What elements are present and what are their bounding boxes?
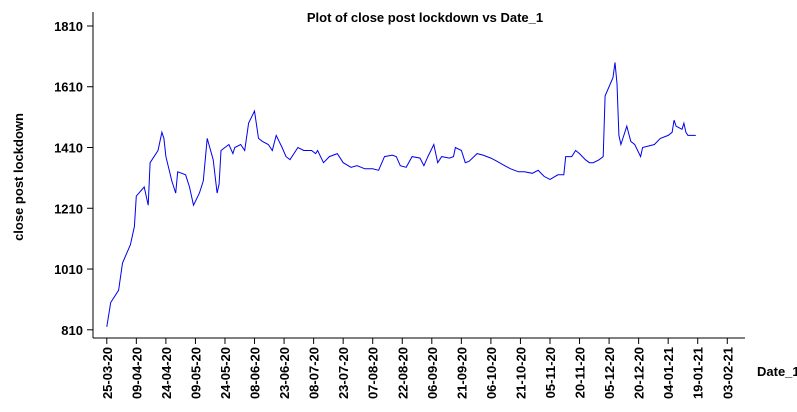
chart-title: Plot of close post lockdown vs Date_1 xyxy=(307,10,543,25)
x-tick-label: 08-07-20 xyxy=(307,347,322,399)
x-axis-label: Date_1 xyxy=(757,364,797,379)
y-tick-label: 1010 xyxy=(54,262,83,277)
x-tick-label: 06-10-20 xyxy=(484,347,499,399)
x-tick-label: 20-11-20 xyxy=(573,347,588,398)
x-tick-label: 24-05-20 xyxy=(218,347,233,399)
x-tick-label: 07-08-20 xyxy=(366,347,381,399)
x-tick-label: 19-01-21 xyxy=(691,347,706,399)
x-tick-label: 22-08-20 xyxy=(395,347,410,399)
y-tick-label: 1210 xyxy=(54,201,83,216)
x-tick-label: 09-05-20 xyxy=(188,347,203,399)
x-tick-label: 05-12-20 xyxy=(602,347,617,399)
y-tick-label: 1610 xyxy=(54,80,83,95)
data-line xyxy=(106,62,696,327)
x-tick-label: 04-01-21 xyxy=(661,347,676,399)
x-tick-label: 08-06-20 xyxy=(248,347,263,399)
x-tick-label: 21-10-20 xyxy=(513,347,528,399)
x-tick-label: 25-03-20 xyxy=(100,347,115,399)
y-tick-label: 1810 xyxy=(54,19,83,34)
x-tick-label: 20-12-20 xyxy=(632,347,647,399)
x-tick-label: 23-06-20 xyxy=(277,347,292,399)
x-tick-label: 24-04-20 xyxy=(159,347,174,399)
x-tick-label: 21-09-20 xyxy=(454,347,469,399)
y-axis-label: close post lockdown xyxy=(11,113,26,241)
x-tick-label: 09-04-20 xyxy=(129,347,144,399)
x-tick-label: 23-07-20 xyxy=(336,347,351,399)
x-tick-label: 06-09-20 xyxy=(425,347,440,399)
y-tick-label: 810 xyxy=(61,323,83,338)
x-tick-label: 03-02-21 xyxy=(720,347,735,399)
y-tick-label: 1410 xyxy=(54,141,83,156)
x-tick-label: 05-11-20 xyxy=(543,347,558,398)
